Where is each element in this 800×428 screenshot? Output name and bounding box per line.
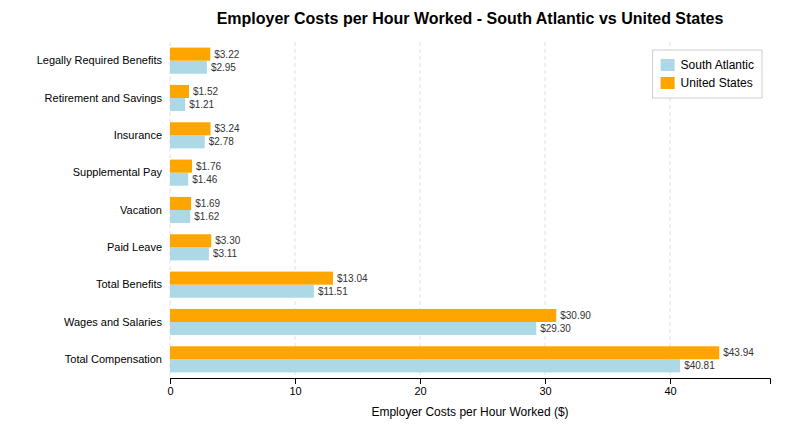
data-label: $1.21 <box>189 99 214 110</box>
data-label: $3.22 <box>214 49 239 60</box>
x-tick-mark <box>170 378 171 384</box>
chart: $40.81 $29.30 $11.51 $3.11 $1.62 $1.46 $2.78 $1… <box>0 0 800 428</box>
data-label: $3.30 <box>215 235 240 246</box>
y-tick: Total Compensation <box>65 353 170 365</box>
y-tick-label: Retirement and Savings <box>45 92 163 104</box>
bar <box>170 210 190 223</box>
y-tick: Insurance <box>114 129 170 141</box>
bar <box>170 346 719 359</box>
y-tick: Supplemental Pay <box>73 166 170 178</box>
y-tick-label: Supplemental Pay <box>73 166 163 178</box>
x-tick-label: 30 <box>539 385 551 397</box>
x-axis: 0 10 20 30 40 <box>167 378 770 397</box>
x-tick-mark <box>420 378 421 384</box>
data-label: $2.78 <box>209 136 234 147</box>
y-tick-label: Paid Leave <box>107 241 162 253</box>
y-tick: Retirement and Savings <box>45 92 170 104</box>
bar <box>170 122 211 135</box>
bar <box>170 234 211 247</box>
bar-series <box>170 61 680 373</box>
data-label: $29.30 <box>540 323 571 334</box>
legend-swatch <box>661 59 675 71</box>
y-tick-label: Total Benefits <box>96 278 163 290</box>
x-tick: 0 <box>167 378 173 397</box>
y-tick: Wages and Salaries <box>64 316 170 328</box>
bar <box>170 197 191 210</box>
data-label: $1.76 <box>196 161 221 172</box>
bar <box>170 98 185 111</box>
plot: $40.81 $29.30 $11.51 $3.11 $1.62 $1.46 $2.78 $1… <box>37 42 771 397</box>
grid <box>170 42 670 378</box>
bar <box>170 85 189 98</box>
legend-swatch <box>661 77 675 89</box>
data-label: $11.51 <box>318 286 348 297</box>
y-tick-label: Wages and Salaries <box>64 316 163 328</box>
bar <box>170 61 207 74</box>
x-tick-label: 10 <box>289 385 301 397</box>
bar <box>170 135 205 148</box>
x-tick: 30 <box>539 378 551 397</box>
y-tick-label: Legally Required Benefits <box>37 54 163 66</box>
bar <box>170 359 680 372</box>
data-label: $3.11 <box>213 248 238 259</box>
y-tick-label: Insurance <box>114 129 162 141</box>
x-tick: 40 <box>664 378 676 397</box>
data-label: $40.81 <box>684 360 715 371</box>
data-label: $1.69 <box>195 198 220 209</box>
x-axis-title: Employer Costs per Hour Worked ($) <box>371 405 568 419</box>
data-label: $2.95 <box>211 62 236 73</box>
x-tick-label: 20 <box>414 385 426 397</box>
legend-item: United States <box>661 76 753 90</box>
x-tick: 10 <box>289 378 301 397</box>
legend-item: South Atlantic <box>661 58 754 72</box>
x-axis-line <box>171 379 771 385</box>
y-tick-label: Total Compensation <box>65 353 162 365</box>
bar <box>170 272 333 285</box>
y-tick: Paid Leave <box>107 241 170 253</box>
legend: South Atlantic United States <box>653 50 762 98</box>
y-tick-label: Vacation <box>120 204 162 216</box>
data-label: $43.94 <box>723 347 754 358</box>
x-tick-label: 40 <box>664 385 676 397</box>
data-label: $13.04 <box>337 273 368 284</box>
data-label: $3.24 <box>215 123 240 134</box>
bar <box>170 160 192 173</box>
bars <box>170 48 719 373</box>
bar <box>170 48 210 61</box>
x-tick-mark <box>295 378 296 384</box>
bar <box>170 173 188 186</box>
legend-box <box>653 50 762 98</box>
x-tick-mark <box>670 378 671 384</box>
y-tick: Total Benefits <box>96 278 170 290</box>
x-tick-mark <box>545 378 546 384</box>
title: Employer Costs per Hour Worked - South A… <box>217 10 724 27</box>
bar <box>170 322 536 335</box>
data-label: $1.46 <box>192 174 217 185</box>
data-label: $30.90 <box>560 310 591 321</box>
x-tick: 20 <box>414 378 426 397</box>
data-label: $1.52 <box>193 86 218 97</box>
bar <box>170 247 209 260</box>
data-label: $1.62 <box>194 211 219 222</box>
y-axis: Legally Required Benefits Retirement and … <box>37 54 170 365</box>
bar <box>170 309 556 322</box>
bar-series <box>170 48 719 360</box>
y-tick: Vacation <box>120 204 170 216</box>
legend-label: United States <box>681 76 753 90</box>
y-tick: Legally Required Benefits <box>37 54 170 66</box>
bar <box>170 285 314 298</box>
chart-container: $40.81 $29.30 $11.51 $3.11 $1.62 $1.46 $2.78 $1… <box>0 0 800 428</box>
legend-label: South Atlantic <box>681 58 754 72</box>
x-tick-label: 0 <box>167 385 173 397</box>
